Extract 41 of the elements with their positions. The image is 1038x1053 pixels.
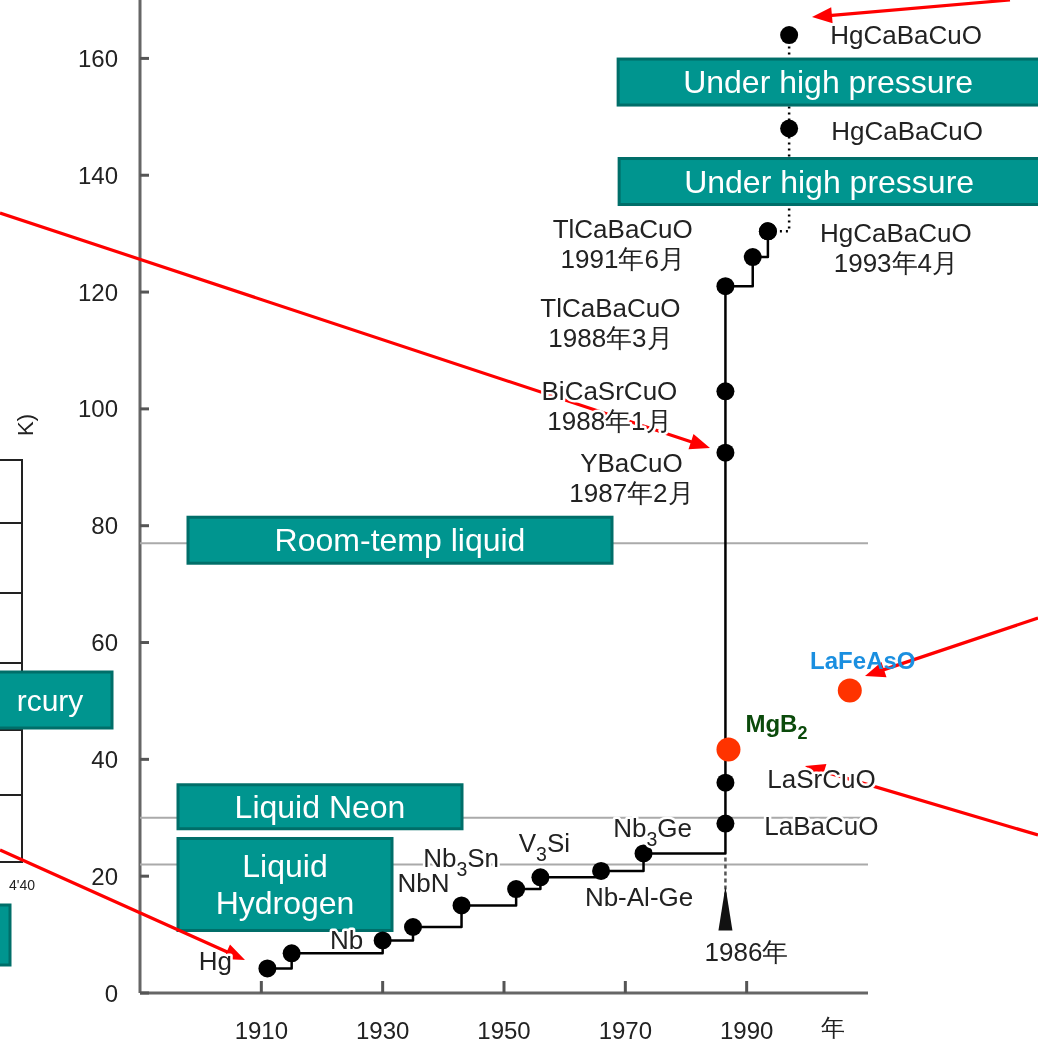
annotation: HgCaBaCuO 1993年4月 (820, 218, 972, 279)
label-box: Room-temp liquid (186, 515, 614, 565)
x-tick-label: 1950 (477, 1016, 531, 1044)
y-tick-label: 80 (91, 512, 118, 540)
x-axis-title: 年 (821, 1013, 845, 1041)
annotation: Nb-Al-Ge (584, 881, 694, 912)
annotation: 1986年 (704, 937, 789, 968)
annotation: Hg (198, 946, 233, 977)
ref-line-label: Liquid Neon (234, 788, 406, 825)
annotation: HgCaBaCuO (830, 20, 982, 51)
x-tick-label: 1970 (598, 1016, 653, 1044)
annotation: YBaCuO 1987年2月 (569, 447, 694, 508)
label-box: Liquid Neon (176, 783, 464, 831)
x-tick-label: 1910 (234, 1016, 289, 1044)
x-tick-label: 1990 (719, 1016, 774, 1044)
ref-line-label: Room-temp liquid (274, 522, 526, 559)
annotation: Nb$_{3}$Ge (613, 813, 692, 851)
x-tick-label: 1930 (355, 1016, 410, 1044)
text: 4'40 (8, 877, 36, 893)
annotation: LaBaCuO (764, 810, 879, 841)
label-box: Under high pressure (616, 57, 1038, 107)
annotation: V$_{3}$Si (518, 828, 571, 866)
y-tick-label: 160 (77, 44, 118, 72)
label-box: Under high pressure (617, 157, 1038, 206)
y-tick-label: 40 (91, 745, 118, 773)
y-tick-label: 60 (91, 629, 118, 657)
y-axis-title: K) (12, 414, 38, 436)
y-tick-label: 140 (77, 161, 118, 189)
y-tick-label: 20 (91, 862, 118, 890)
annotation: Under high pressure (683, 64, 974, 101)
y-tick-label: 100 (77, 395, 118, 423)
ref-line-label: Liquid Hydrogen (215, 848, 355, 921)
annotation: HgCaBaCuO (831, 115, 983, 146)
y-tick-label: 0 (104, 979, 118, 1007)
annotation: Under high pressure (684, 163, 975, 200)
annotation: TlCaBaCuO 1988年3月 (540, 293, 681, 354)
annotation: TlCaBaCuO 1991年6月 (552, 214, 693, 274)
series-label: LaFeAsO (810, 646, 916, 674)
y-tick-label: 120 (77, 278, 118, 306)
label-box: rcury (0, 670, 114, 730)
series-label: MgB$_{2}$ (745, 709, 808, 744)
